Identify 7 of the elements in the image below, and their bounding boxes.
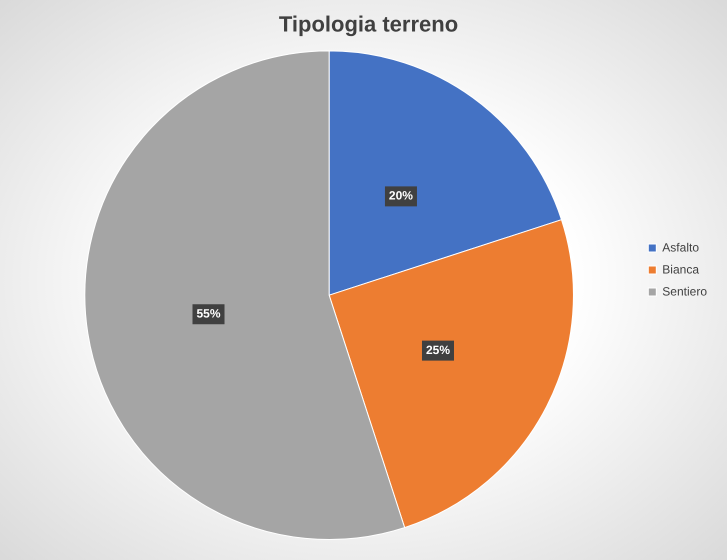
legend-label: Bianca bbox=[662, 262, 700, 276]
data-label: 55% bbox=[196, 306, 221, 321]
data-label: 25% bbox=[426, 342, 450, 357]
chart-title: Tipologia terreno bbox=[278, 11, 458, 36]
data-label: 20% bbox=[388, 188, 414, 203]
legend-label: Asfalto bbox=[662, 240, 700, 254]
legend-label: Sentiero bbox=[662, 284, 708, 298]
